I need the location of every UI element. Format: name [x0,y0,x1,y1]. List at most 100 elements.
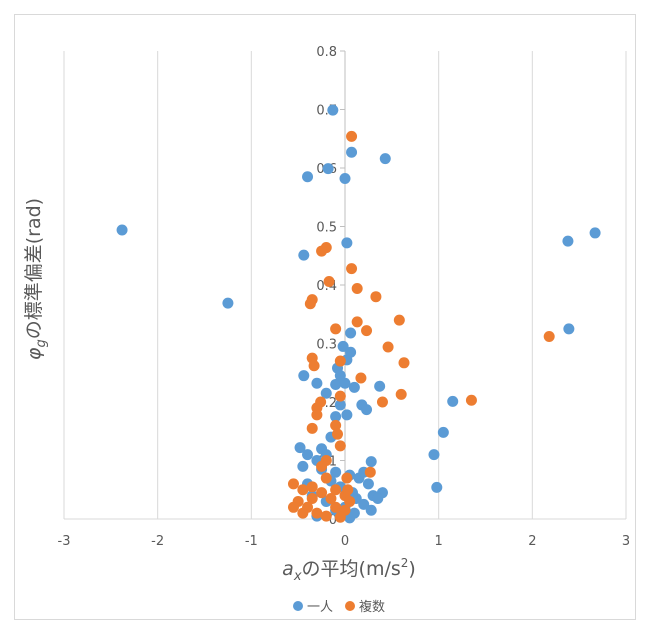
point-series-1 [431,481,443,493]
point-series-2 [304,298,316,310]
point-series-2 [344,495,356,507]
point-series-2 [325,493,337,505]
point-series-2 [330,419,342,431]
point-series-1 [428,449,440,461]
point-series-1 [562,235,574,247]
point-series-1 [374,380,386,392]
point-series-2 [351,283,363,295]
point-series-1 [345,346,357,358]
x-tick-label: -1 [245,534,258,549]
point-series-2 [306,493,318,505]
point-series-2 [346,263,358,275]
point-series-1 [294,442,306,454]
point-series-1 [339,173,351,185]
point-series-2 [376,396,388,408]
x-tick-label: 1 [435,534,443,549]
x-tick-label: -2 [151,534,164,549]
point-series-2 [330,484,342,496]
point-series-1 [358,498,370,510]
point-series-2 [330,323,342,335]
point-series-2 [334,440,346,452]
point-series-2 [334,511,346,523]
y-axis-title: φgの標準偏差(rad) [23,198,49,360]
point-series-2 [370,291,382,303]
point-series-2 [355,372,367,384]
point-series-1 [348,381,360,393]
point-series-2 [364,466,376,478]
point-series-2 [308,360,320,372]
point-series-2 [311,507,323,519]
point-series-1 [327,104,339,116]
point-series-1 [297,460,309,472]
point-series-1 [365,504,377,516]
point-series-1 [345,327,357,339]
y-tick-label: 0.5 [316,221,337,236]
y-tick-label: 0.8 [316,45,337,60]
point-series-2 [306,422,318,434]
point-series-2 [334,355,346,367]
point-series-2 [393,314,405,326]
point-series-1 [330,411,342,423]
x-tick-label: -3 [58,534,71,549]
point-series-2 [316,487,328,499]
point-series-1 [379,153,391,165]
point-series-1 [298,249,310,261]
point-series-1 [330,466,342,478]
point-series-1 [302,171,314,183]
y-tick-label: 0.3 [316,338,337,353]
point-series-2 [361,325,373,337]
point-series-2 [297,507,309,519]
legend-marker-series-2 [345,601,355,611]
point-series-1 [563,323,575,335]
legend-label-series-1: 一人 [307,600,333,615]
point-series-2 [316,245,328,257]
point-series-2 [398,357,410,369]
point-series-1 [341,237,353,249]
point-series-2 [351,316,363,328]
point-series-1 [372,493,384,505]
y-tick-label: 0 [329,513,337,528]
x-tick-label: 0 [341,534,349,549]
point-series-2 [332,428,344,440]
x-tick-label: 3 [622,534,630,549]
point-series-1 [589,227,601,239]
point-series-1 [334,399,346,411]
point-series-2 [311,409,323,421]
point-series-2 [287,501,299,513]
point-series-1 [322,163,334,175]
point-series-2 [334,390,346,402]
point-series-2 [306,481,318,493]
point-series-2 [323,275,335,287]
point-series-1 [365,456,377,468]
x-axis-title: axの平均(m/s2) [282,556,416,584]
point-series-2 [330,501,342,513]
point-series-1 [346,146,358,158]
legend-label-series-2: 複数 [359,599,385,615]
point-series-2 [341,472,353,484]
point-series-1 [320,387,332,399]
point-series-2 [316,460,328,472]
point-series-2 [395,388,407,400]
point-series-1 [447,395,459,407]
point-series-1 [362,478,374,490]
point-series-1 [437,426,449,438]
point-series-2 [287,478,299,490]
point-series-1 [302,449,314,461]
point-series-2 [543,330,555,342]
point-series-1 [334,370,346,382]
point-series-2 [297,484,309,496]
point-series-2 [346,130,358,142]
point-series-2 [342,484,354,496]
point-series-2 [382,341,394,353]
legend-marker-series-1 [293,601,303,611]
point-series-1 [341,409,353,421]
point-series-1 [311,377,323,389]
point-series-2 [320,510,332,522]
point-series-2 [320,472,332,484]
point-series-1 [330,378,342,390]
point-series-1 [222,297,234,309]
point-series-1 [361,404,373,416]
point-series-1 [337,340,349,352]
point-series-1 [116,224,128,236]
